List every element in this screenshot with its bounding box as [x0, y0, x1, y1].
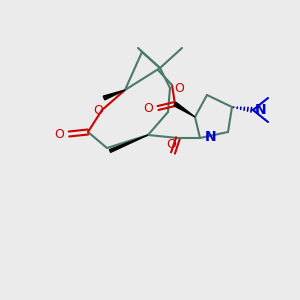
Polygon shape: [110, 135, 148, 152]
Text: O: O: [54, 128, 64, 140]
Text: N: N: [205, 130, 217, 144]
Text: N: N: [255, 103, 267, 117]
Polygon shape: [103, 90, 125, 100]
Text: O: O: [143, 101, 153, 115]
Text: O: O: [166, 138, 176, 151]
Text: O: O: [93, 103, 103, 116]
Text: O: O: [174, 82, 184, 95]
Polygon shape: [174, 102, 195, 117]
